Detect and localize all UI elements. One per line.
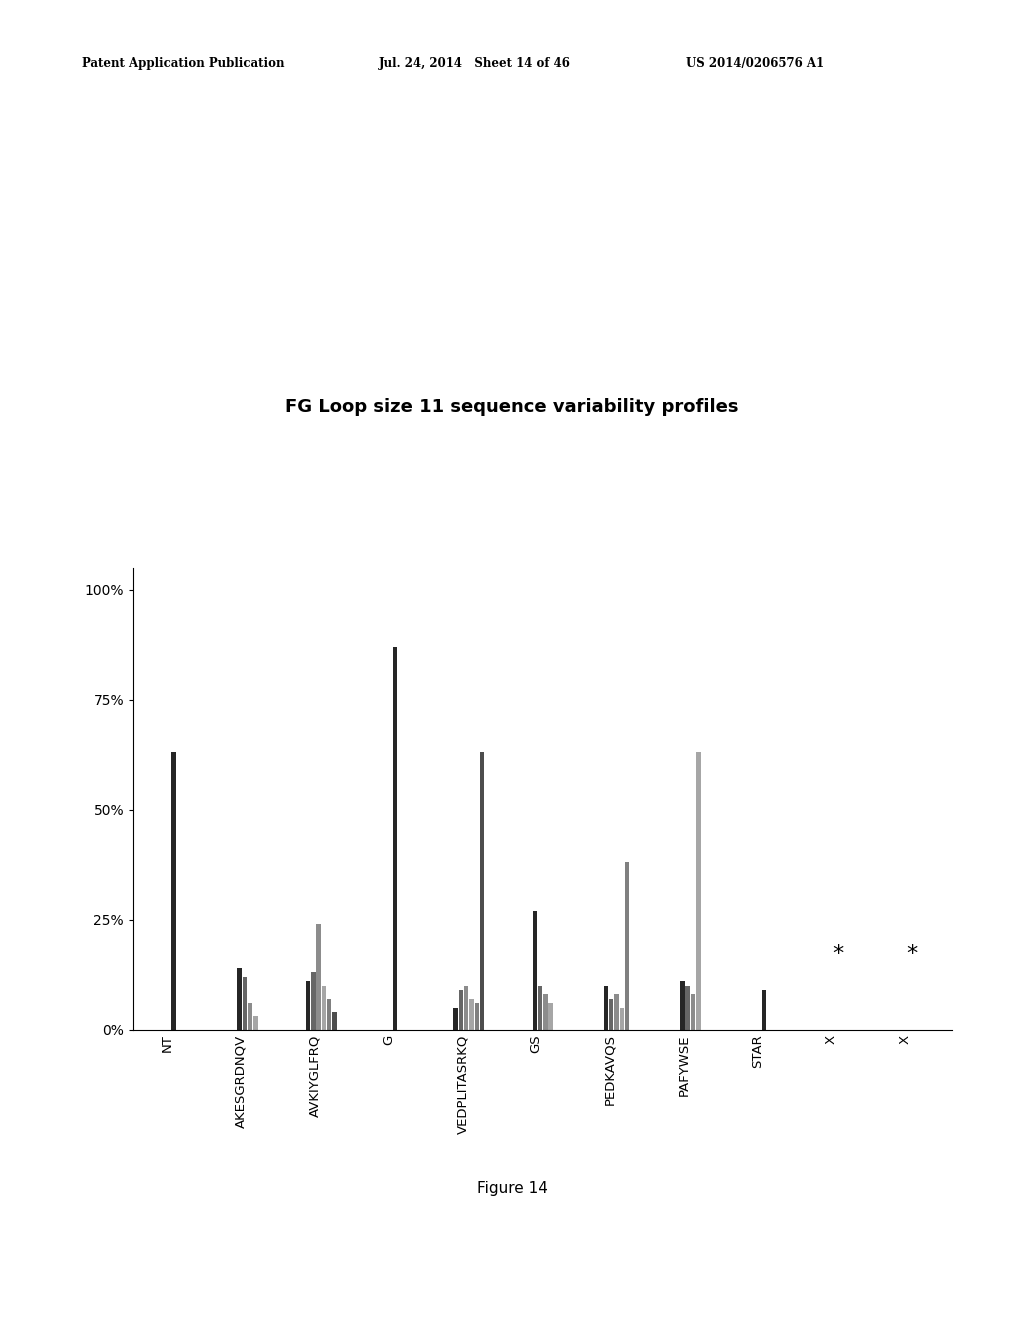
Bar <box>253 1016 258 1030</box>
Bar <box>306 981 310 1030</box>
Bar <box>620 1007 624 1030</box>
Bar <box>609 999 613 1030</box>
Bar <box>480 752 484 1030</box>
Text: FG Loop size 11 sequence variability profiles: FG Loop size 11 sequence variability pro… <box>286 397 738 416</box>
Bar <box>243 977 247 1030</box>
Bar <box>604 986 608 1030</box>
Bar <box>549 1003 553 1030</box>
Text: *: * <box>833 944 844 964</box>
Bar <box>327 999 332 1030</box>
Text: US 2014/0206576 A1: US 2014/0206576 A1 <box>686 57 824 70</box>
Bar <box>469 999 474 1030</box>
Bar <box>316 924 321 1030</box>
Bar <box>543 994 548 1030</box>
Bar <box>393 647 397 1030</box>
Bar <box>454 1007 458 1030</box>
Bar <box>538 986 543 1030</box>
Text: Patent Application Publication: Patent Application Publication <box>82 57 285 70</box>
Bar <box>532 911 537 1030</box>
Bar <box>459 990 463 1030</box>
Bar <box>475 1003 479 1030</box>
Bar <box>685 986 690 1030</box>
Bar <box>311 973 315 1030</box>
Bar <box>464 986 468 1030</box>
Bar <box>696 752 700 1030</box>
Bar <box>248 1003 252 1030</box>
Text: Jul. 24, 2014   Sheet 14 of 46: Jul. 24, 2014 Sheet 14 of 46 <box>379 57 570 70</box>
Text: Figure 14: Figure 14 <box>476 1181 548 1196</box>
Bar <box>238 968 242 1030</box>
Bar <box>171 752 176 1030</box>
Bar <box>625 862 630 1030</box>
Bar <box>333 1012 337 1030</box>
Bar <box>762 990 766 1030</box>
Bar <box>614 994 618 1030</box>
Bar <box>680 981 685 1030</box>
Bar <box>691 994 695 1030</box>
Text: *: * <box>906 944 918 964</box>
Bar <box>322 986 327 1030</box>
